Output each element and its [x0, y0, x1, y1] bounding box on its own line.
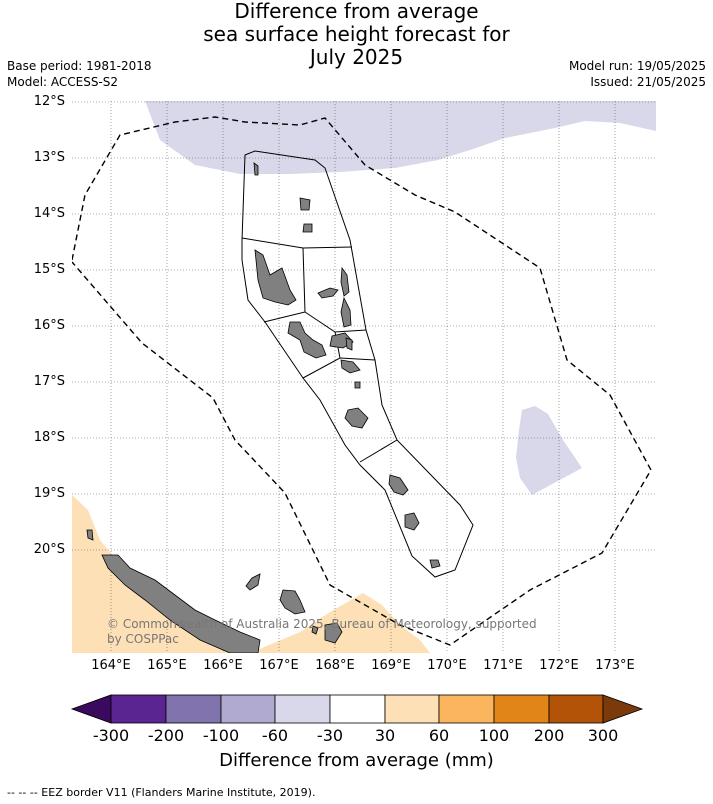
colorbar-label: 200: [533, 726, 565, 745]
lat-label: 12°S: [33, 94, 65, 109]
lon-label: 173°E: [595, 658, 635, 673]
colorbar-label: -30: [316, 726, 344, 745]
vanuatu-outline: [241, 150, 474, 578]
eez-legend-note: -- -- -- EEZ border V11 (Flanders Marine…: [7, 786, 316, 799]
colorbar-label: 300: [587, 726, 619, 745]
colorbar-label: -100: [202, 726, 240, 745]
colorbar-min-arrow: [70, 694, 112, 724]
colorbar-label: 30: [374, 726, 396, 745]
copyright-notice: © Commonwealth of Australia 2025, Bureau…: [107, 617, 537, 646]
colorbar-label: -300: [92, 726, 130, 745]
lat-label: 13°S: [33, 150, 65, 165]
colorbar-label: 60: [428, 726, 450, 745]
lon-label: 167°E: [259, 658, 299, 673]
negative-anomaly-north: [145, 101, 656, 174]
colorbar-title: Difference from average (mm): [219, 750, 494, 771]
new-caledonia-land: [101, 554, 261, 653]
positive-anomaly-southwest: [72, 495, 260, 653]
lat-label: 19°S: [33, 486, 65, 501]
positive-anomaly-south: [250, 593, 430, 653]
lat-label: 20°S: [33, 542, 65, 557]
lon-label: 164°E: [91, 658, 131, 673]
colorbar-label: 100: [478, 726, 510, 745]
lon-label: 172°E: [539, 658, 579, 673]
lon-label: 170°E: [427, 658, 467, 673]
lon-label: 171°E: [483, 658, 523, 673]
negative-anomaly-east: [516, 406, 582, 495]
colorbar-max-arrow: [602, 694, 644, 724]
lat-label: 18°S: [33, 430, 65, 445]
colorbar: [70, 694, 644, 724]
colorbar-label: -60: [261, 726, 289, 745]
lat-label: 17°S: [33, 374, 65, 389]
eez-border: [72, 116, 652, 646]
lat-label: 15°S: [33, 262, 65, 277]
model-run-info: Model run: 19/05/2025 Issued: 21/05/2025: [568, 59, 706, 89]
lon-label: 165°E: [147, 658, 187, 673]
lat-label: 14°S: [33, 206, 65, 221]
base-period-info: Base period: 1981-2018 Model: ACCESS-S2: [7, 59, 152, 89]
lon-label: 168°E: [315, 658, 355, 673]
lat-label: 16°S: [33, 318, 65, 333]
colorbar-label: -200: [147, 726, 185, 745]
lon-label: 166°E: [203, 658, 243, 673]
lon-label: 169°E: [371, 658, 411, 673]
map-title: Difference from average sea surface heig…: [203, 0, 510, 69]
